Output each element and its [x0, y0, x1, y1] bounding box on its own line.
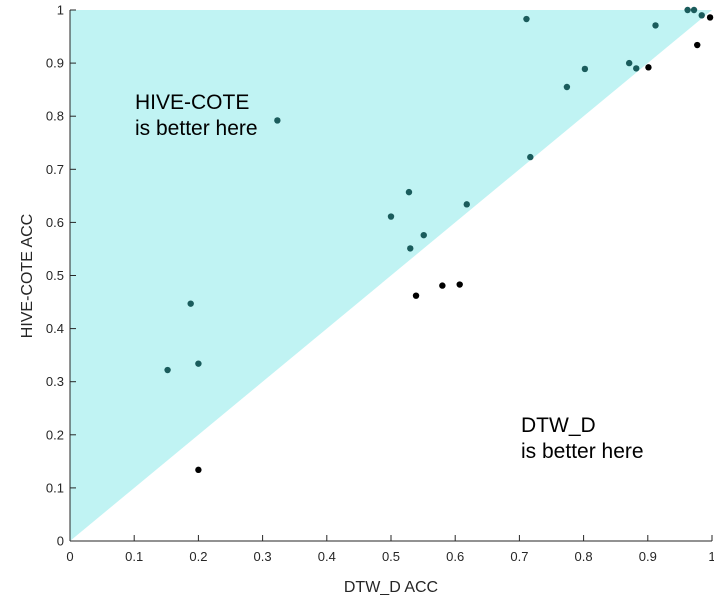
data-point: [405, 188, 413, 196]
x-tick-labels: 0 0.1 0.2 0.3 0.4 0.5 0.6 0.7 0.8 0.9 1: [66, 549, 714, 564]
x-tick-label: 0.2: [189, 549, 207, 564]
hive-cote-better-region: [70, 10, 712, 541]
data-point: [563, 83, 571, 91]
data-point: [456, 281, 463, 288]
y-tick-label: 0.9: [46, 56, 64, 71]
x-tick-label: 0.1: [125, 549, 143, 564]
data-point: [527, 153, 534, 161]
y-tick-label: 0.1: [46, 480, 64, 495]
y-tick-label: 0.8: [46, 109, 64, 124]
y-tick-labels: 0 0.1 0.2 0.3 0.4 0.5 0.6 0.7 0.8 0.9 1: [46, 3, 64, 549]
data-point: [645, 64, 652, 71]
x-tick-label: 1: [708, 549, 714, 564]
x-tick-label: 0.7: [510, 549, 528, 564]
data-point: [195, 360, 202, 367]
data-point: [581, 65, 589, 73]
x-tick-label: 0.5: [382, 549, 400, 564]
data-point: [187, 300, 194, 307]
data-point: [690, 6, 698, 14]
y-axis-label: HIVE-COTE ACC: [19, 214, 36, 338]
data-point: [523, 15, 530, 23]
x-tick-label: 0: [66, 549, 73, 564]
y-tick-label: 0.4: [46, 321, 64, 336]
data-point: [684, 6, 691, 14]
annotation-line: DTW_D: [521, 414, 596, 437]
data-point: [420, 231, 427, 239]
y-tick-label: 0.7: [46, 162, 64, 177]
data-point: [387, 213, 395, 220]
y-tick-label: 0: [57, 534, 64, 549]
data-point: [274, 117, 281, 124]
annotation-line: HIVE-COTE: [135, 91, 249, 114]
data-point: [698, 12, 705, 19]
data-point: [633, 65, 640, 72]
y-tick-label: 0.6: [46, 215, 64, 230]
data-point: [694, 41, 701, 49]
y-tick-label: 0.3: [46, 374, 64, 389]
annotation-line: is better here: [135, 117, 258, 140]
data-points: [164, 6, 714, 474]
x-tick-label: 0.8: [575, 549, 593, 564]
data-point: [412, 292, 420, 299]
annotation-line: is better here: [521, 440, 644, 463]
y-tick-label: 0.2: [46, 427, 64, 442]
x-tick-label: 0.3: [254, 549, 272, 564]
data-point: [463, 201, 470, 208]
axes: [69, 9, 713, 542]
data-point: [706, 14, 714, 21]
x-tick-label: 0.6: [446, 549, 464, 564]
y-tick-label: 0.5: [46, 268, 64, 283]
data-point: [164, 366, 171, 374]
data-point: [439, 282, 446, 289]
y-tick-label: 1: [57, 3, 64, 18]
data-point: [652, 22, 659, 29]
x-tick-label: 0.9: [639, 549, 657, 564]
hive-cote-annotation: HIVE-COTE is better here: [135, 91, 258, 140]
x-axis-label: DTW_D ACC: [344, 579, 438, 596]
x-tick-label: 0.4: [318, 549, 336, 564]
data-point: [407, 245, 414, 252]
data-point: [195, 466, 202, 474]
data-point: [625, 59, 633, 67]
